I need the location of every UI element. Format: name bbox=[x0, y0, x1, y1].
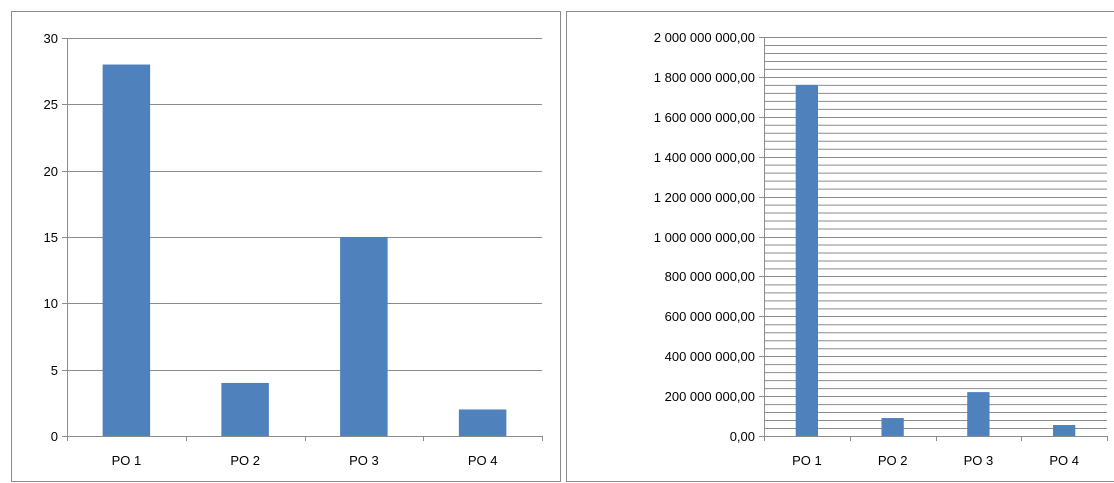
count-y-tick-label: 5 bbox=[51, 363, 58, 378]
amount-y-tick-label: 1 000 000 000,00 bbox=[654, 230, 755, 245]
amount-y-tick-label: 400 000 000,00 bbox=[665, 349, 755, 364]
amount-y-tick-label: 1 400 000 000,00 bbox=[654, 150, 755, 165]
amount-y-tick-label: 200 000 000,00 bbox=[665, 389, 755, 404]
count-y-tick-label: 20 bbox=[44, 164, 58, 179]
count-y-tick-label: 15 bbox=[44, 230, 58, 245]
count-bar-2 bbox=[221, 382, 269, 436]
count-x-tick-label: PO 1 bbox=[112, 453, 142, 468]
amount-y-tick-label: 0,00 bbox=[730, 429, 755, 444]
count-bar-chart: 0 5 10 15 20 25 30 PO 1 PO 2 PO 3 PO 4 bbox=[44, 31, 543, 468]
amount-bar-4 bbox=[1052, 425, 1076, 436]
amount-bar-2 bbox=[881, 418, 904, 436]
amount-bar-chart: 0,00 200 000 000,00 400 000 000,00 600 000 … bbox=[654, 30, 1108, 468]
amount-x-tick-label: PO 3 bbox=[964, 453, 994, 468]
count-x-tick-label: PO 2 bbox=[230, 453, 260, 468]
count-x-tick-label: PO 3 bbox=[349, 453, 379, 468]
amount-y-tick-label: 600 000 000,00 bbox=[665, 309, 755, 324]
amount-bar-1 bbox=[795, 84, 819, 436]
count-y-tick-label: 10 bbox=[44, 296, 58, 311]
amount-y-tick-label: 1 800 000 000,00 bbox=[654, 70, 755, 85]
count-x-tick-label: PO 4 bbox=[468, 453, 498, 468]
count-chart-panel: 0 5 10 15 20 25 30 PO 1 PO 2 PO 3 PO 4 bbox=[11, 11, 561, 482]
amount-y-tick-label: 1 600 000 000,00 bbox=[654, 110, 755, 125]
count-y-tick-label: 30 bbox=[44, 31, 58, 46]
count-bar-3 bbox=[340, 237, 388, 436]
count-bar-1 bbox=[102, 64, 151, 437]
count-y-tick-label: 0 bbox=[51, 429, 58, 444]
amount-y-tick-label: 800 000 000,00 bbox=[665, 269, 755, 284]
amount-chart-panel: 0,00 200 000 000,00 400 000 000,00 600 000 … bbox=[566, 11, 1114, 482]
amount-bar-3 bbox=[967, 392, 990, 436]
amount-y-tick-label: 2 000 000 000,00 bbox=[654, 30, 755, 45]
count-bar-4 bbox=[458, 409, 507, 436]
amount-x-tick-label: PO 1 bbox=[792, 453, 822, 468]
amount-x-tick-label: PO 4 bbox=[1049, 453, 1079, 468]
amount-x-tick-label: PO 2 bbox=[878, 453, 908, 468]
count-y-tick-label: 25 bbox=[44, 97, 58, 112]
amount-y-tick-label: 1 200 000 000,00 bbox=[654, 190, 755, 205]
